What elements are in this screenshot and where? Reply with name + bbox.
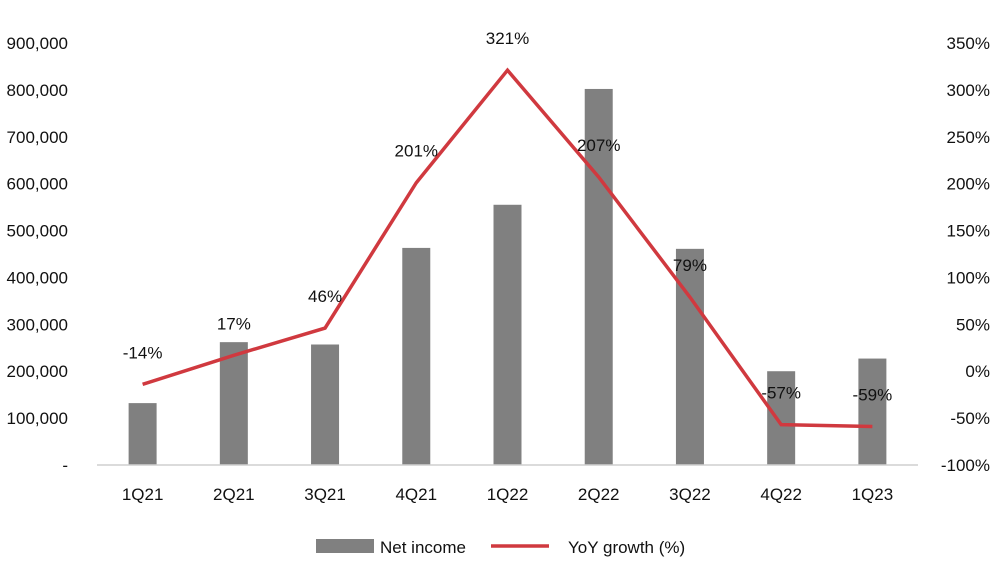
left-axis-tick-label: 700,000 bbox=[7, 128, 68, 147]
net-income-bar bbox=[493, 204, 522, 465]
left-axis-tick-label: 900,000 bbox=[7, 34, 68, 53]
x-axis-tick-label: 3Q22 bbox=[669, 485, 711, 504]
net-income-bars bbox=[128, 88, 887, 465]
right-axis-tick-label: 150% bbox=[947, 222, 990, 241]
legend-swatch-net-income bbox=[316, 539, 374, 553]
yoy-growth-data-label: 46% bbox=[308, 287, 342, 306]
x-axis-tick-label: 3Q21 bbox=[304, 485, 346, 504]
left-axis: - 100,000 200,000 300,000 400,000 500,000 600,… bbox=[7, 34, 68, 475]
left-axis-tick-label: 600,000 bbox=[7, 175, 68, 194]
left-axis-tick-label: 100,000 bbox=[7, 409, 68, 428]
x-axis-tick-label: 1Q23 bbox=[852, 485, 894, 504]
net-income-bar bbox=[402, 247, 431, 465]
yoy-growth-data-labels: -14% 17% 46% 201% 321% 207% 79% -57% -59% bbox=[123, 29, 892, 404]
legend-label-yoy-growth: YoY growth (%) bbox=[568, 538, 685, 557]
right-axis-tick-label: -100% bbox=[941, 456, 990, 475]
left-axis-tick-label: 200,000 bbox=[7, 362, 68, 381]
net-income-bar bbox=[219, 342, 248, 465]
right-axis-tick-label: 0% bbox=[965, 362, 990, 381]
net-income-bar bbox=[858, 358, 887, 465]
yoy-growth-data-label: -59% bbox=[853, 386, 893, 405]
net-income-bar bbox=[767, 371, 796, 465]
right-axis-tick-label: 300% bbox=[947, 81, 990, 100]
left-axis-tick-label: 400,000 bbox=[7, 268, 68, 287]
right-axis-tick-label: 250% bbox=[947, 128, 990, 147]
yoy-growth-line bbox=[142, 67, 873, 429]
yoy-growth-data-label: 201% bbox=[395, 142, 438, 161]
yoy-growth-data-label: 207% bbox=[577, 136, 620, 155]
x-axis-tick-label: 2Q21 bbox=[213, 485, 255, 504]
legend: Net income YoY growth (%) bbox=[316, 538, 685, 557]
net-income-bar bbox=[584, 88, 613, 465]
x-axis-tick-label: 2Q22 bbox=[578, 485, 620, 504]
x-axis-tick-labels: 1Q21 2Q21 3Q21 4Q21 1Q22 2Q22 3Q22 4Q22 1Q23 bbox=[122, 485, 893, 504]
yoy-growth-data-label: 79% bbox=[673, 256, 707, 275]
left-axis-tick-label: 500,000 bbox=[7, 222, 68, 241]
net-income-bar bbox=[311, 344, 340, 465]
yoy-growth-data-label: -14% bbox=[123, 343, 163, 362]
yoy-growth-data-label: 17% bbox=[217, 314, 251, 333]
net-income-bar bbox=[675, 248, 704, 465]
right-axis-tick-label: 50% bbox=[956, 315, 990, 334]
x-axis-tick-label: 4Q21 bbox=[395, 485, 437, 504]
yoy-growth-data-label: -57% bbox=[761, 384, 801, 403]
x-axis-tick-label: 4Q22 bbox=[760, 485, 802, 504]
legend-label-net-income: Net income bbox=[380, 538, 466, 557]
net-income-bar bbox=[128, 403, 157, 465]
x-axis-tick-label: 1Q21 bbox=[122, 485, 164, 504]
left-axis-tick-label: 300,000 bbox=[7, 315, 68, 334]
right-axis-tick-label: 350% bbox=[947, 34, 990, 53]
x-axis-tick-label: 1Q22 bbox=[487, 485, 529, 504]
left-axis-tick-label: - bbox=[62, 456, 68, 475]
yoy-growth-data-label: 321% bbox=[486, 29, 529, 48]
right-axis-tick-label: 100% bbox=[947, 268, 990, 287]
right-axis-tick-label: 200% bbox=[947, 175, 990, 194]
right-axis-tick-label: -50% bbox=[950, 409, 990, 428]
right-axis: -100% -50% 0% 50% 100% 150% 200% 250% 300% 350% bbox=[941, 34, 990, 475]
left-axis-tick-label: 800,000 bbox=[7, 81, 68, 100]
